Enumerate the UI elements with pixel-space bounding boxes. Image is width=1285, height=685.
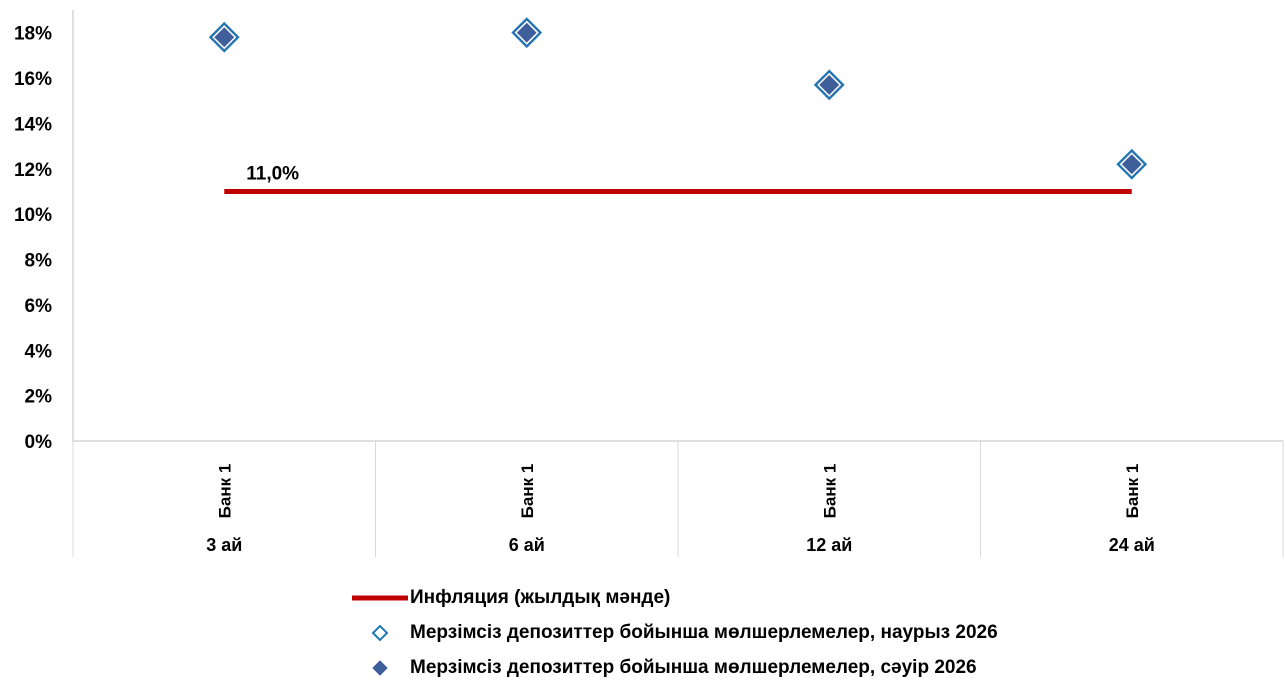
legend-line-icon	[350, 588, 410, 608]
category-term-label: 12 ай	[806, 535, 852, 555]
y-tick-label: 10%	[14, 205, 52, 226]
category-group-label: Банк 1	[215, 464, 234, 519]
category-group-label: Банк 1	[1123, 464, 1142, 519]
legend-label-march: Мерзімсіз депозиттер бойынша мөлшерлемел…	[410, 621, 998, 643]
inflation-data-label: 11,0%	[246, 163, 299, 184]
y-tick-label: 6%	[25, 296, 53, 317]
legend-item-march: Мерзімсіз депозиттер бойынша мөлшерлемел…	[350, 615, 998, 650]
marker-april	[1117, 150, 1146, 179]
marker-march	[813, 69, 845, 101]
y-tick-label: 0%	[25, 432, 53, 453]
legend-label-inflation: Инфляция (жылдық мәнде)	[410, 586, 671, 608]
y-tick-label: 16%	[14, 69, 52, 90]
category-term-label: 3 ай	[206, 535, 242, 555]
legend-item-april: Мерзімсіз депозиттер бойынша мөлшерлемел…	[350, 650, 998, 685]
y-tick-label: 4%	[25, 341, 53, 362]
y-tick-label: 18%	[14, 24, 52, 45]
marker-april	[210, 23, 239, 52]
marker-april	[512, 18, 541, 47]
legend-filled-diamond-icon	[350, 658, 410, 678]
chart: 0% 2% 4% 6% 8% 10% 12% 14% 16% 18% Банк 1 3 ай Банк …	[14, 10, 1284, 557]
legend: Инфляция (жылдық мәнде) Мерзімсіз депози…	[350, 580, 998, 685]
y-tick-label: 2%	[25, 387, 53, 408]
marker-march-inner	[514, 20, 539, 45]
marker-march-inner	[212, 25, 237, 50]
y-tick-label: 12%	[14, 160, 52, 181]
marker-march	[511, 17, 543, 49]
marker-april	[815, 70, 844, 99]
legend-label-april: Мерзімсіз депозиттер бойынша мөлшерлемел…	[410, 656, 977, 678]
legend-item-inflation: Инфляция (жылдық мәнде)	[350, 580, 998, 615]
category-term-label: 24 ай	[1109, 535, 1155, 555]
marker-march	[208, 21, 240, 53]
marker-march-inner	[1119, 152, 1144, 177]
marker-march-inner	[817, 72, 842, 97]
category-group-label: Банк 1	[518, 464, 537, 519]
category-term-label: 6 ай	[509, 535, 545, 555]
legend-hollow-diamond-icon	[350, 623, 410, 643]
y-tick-label: 14%	[14, 114, 52, 135]
category-group-label: Банк 1	[820, 464, 839, 519]
marker-march	[1116, 148, 1148, 180]
y-tick-label: 8%	[25, 251, 53, 272]
